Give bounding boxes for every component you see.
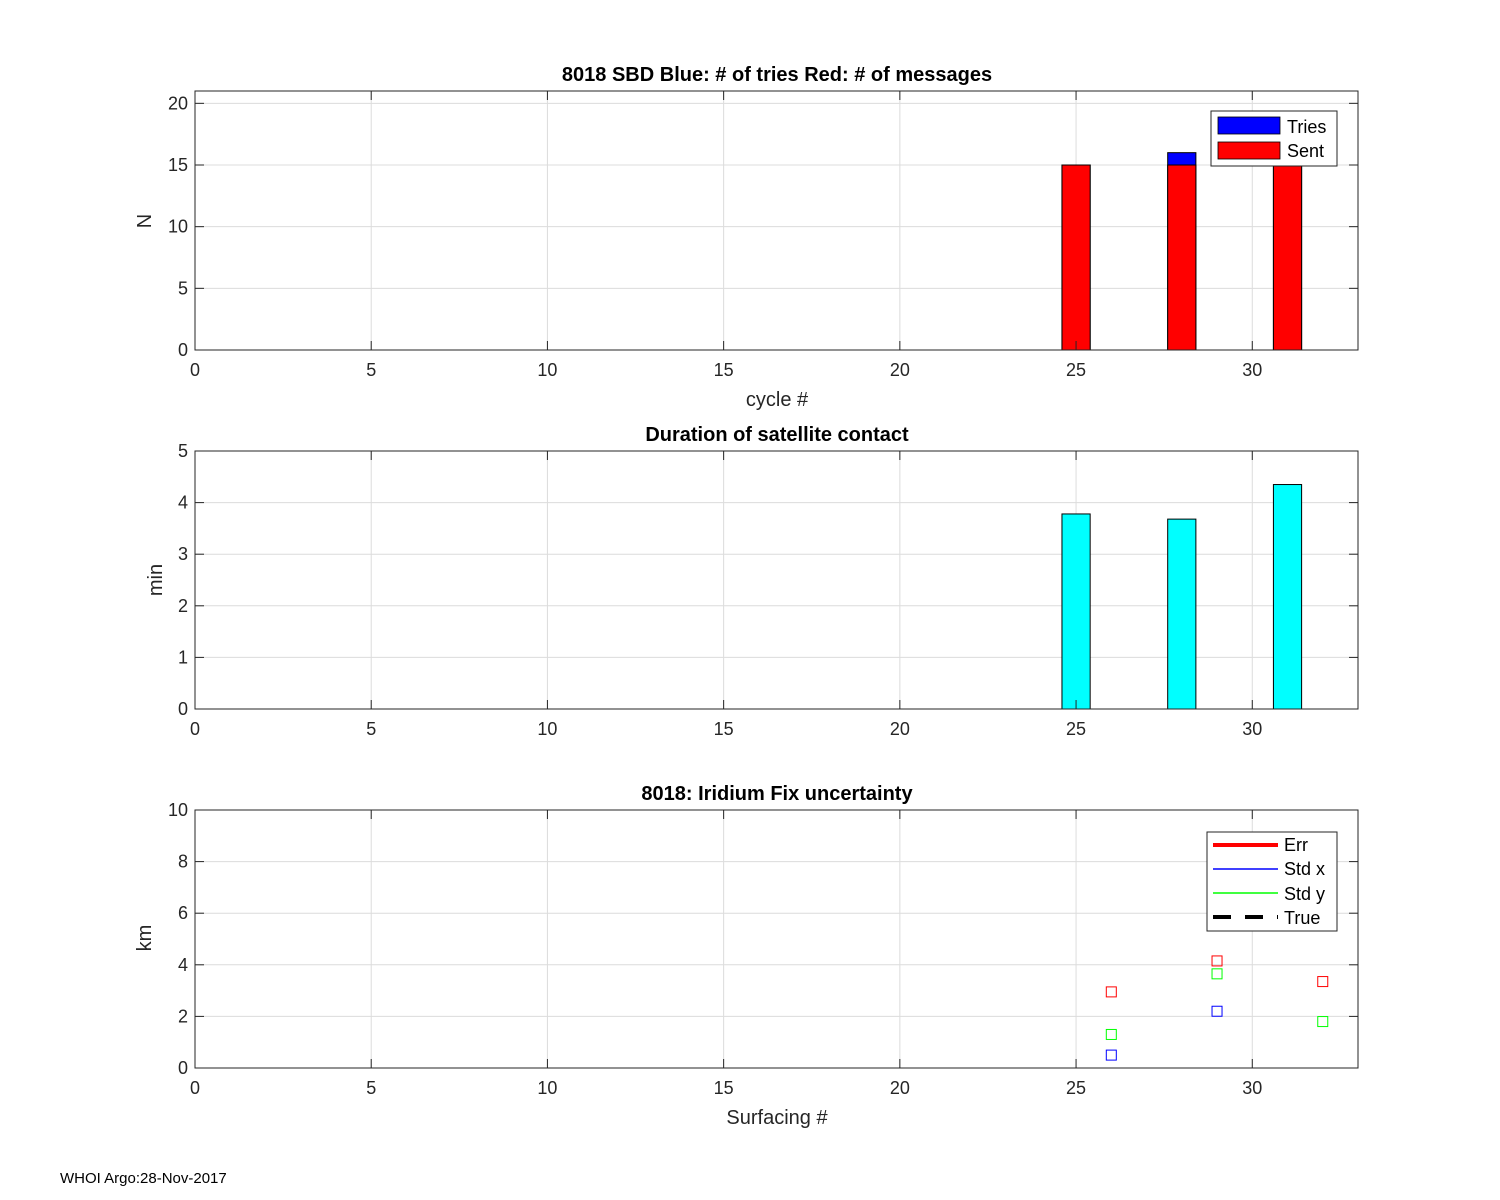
x-tick-label: 5 bbox=[366, 1078, 376, 1098]
point-std-x bbox=[1211, 1005, 1223, 1017]
y-axis-label: km bbox=[134, 925, 156, 952]
bar-sent bbox=[1272, 164, 1303, 351]
legend-label-sent: Sent bbox=[1287, 141, 1324, 161]
plot-area bbox=[194, 809, 1359, 1069]
y-tick-label: 20 bbox=[168, 93, 188, 113]
panel-duration: Duration of satellite contact 0 5 10 15 20 25… bbox=[145, 424, 1359, 739]
x-axis-label: Surfacing # bbox=[726, 1107, 828, 1129]
panel-sbd: 8018 SBD Blue: # of tries Red: # of mess… bbox=[134, 64, 1359, 411]
x-tick-label: 10 bbox=[537, 360, 557, 380]
y-tick-label: 0 bbox=[178, 1058, 188, 1078]
x-tick-label: 15 bbox=[714, 1078, 734, 1098]
x-tick-label: 15 bbox=[714, 360, 734, 380]
y-tick-label: 10 bbox=[168, 217, 188, 237]
point-std-y bbox=[1105, 1028, 1117, 1040]
legend: Tries Sent bbox=[1210, 110, 1338, 167]
x-tick-label: 30 bbox=[1242, 1078, 1262, 1098]
chart-title: 8018 SBD Blue: # of tries Red: # of mess… bbox=[562, 64, 992, 86]
y-tick-label: 8 bbox=[178, 852, 188, 872]
x-axis-label: cycle # bbox=[746, 389, 809, 411]
x-tick-label: 30 bbox=[1242, 719, 1262, 739]
y-tick-label: 15 bbox=[168, 155, 188, 175]
point-err bbox=[1105, 986, 1117, 998]
y-tick-label: 4 bbox=[178, 955, 188, 975]
x-tick-label: 25 bbox=[1066, 360, 1086, 380]
x-tick-label: 10 bbox=[537, 1078, 557, 1098]
point-std-y bbox=[1317, 1016, 1329, 1028]
x-tick-label: 0 bbox=[190, 1078, 200, 1098]
y-tick-label: 2 bbox=[178, 596, 188, 616]
y-tick-label: 5 bbox=[178, 278, 188, 298]
x-tick-label: 30 bbox=[1242, 360, 1262, 380]
bar-duration bbox=[1272, 484, 1303, 710]
y-tick-label: 5 bbox=[178, 441, 188, 461]
chart-title: Duration of satellite contact bbox=[645, 424, 909, 446]
x-tick-label: 5 bbox=[366, 719, 376, 739]
legend-label-std-y: Std y bbox=[1284, 884, 1325, 904]
point-err bbox=[1317, 976, 1329, 988]
x-tick-label: 25 bbox=[1066, 719, 1086, 739]
x-tick-label: 0 bbox=[190, 719, 200, 739]
y-tick-label: 1 bbox=[178, 647, 188, 667]
y-axis-label: min bbox=[145, 564, 167, 596]
bar-sent bbox=[1061, 164, 1091, 351]
y-tick-label: 0 bbox=[178, 340, 188, 360]
y-tick-label: 4 bbox=[178, 493, 188, 513]
y-tick-label: 6 bbox=[178, 903, 188, 923]
legend: Err Std x Std y True bbox=[1206, 831, 1338, 932]
bar-sent bbox=[1167, 164, 1197, 351]
y-tick-label: 2 bbox=[178, 1006, 188, 1026]
panel-iridium: 8018: Iridium Fix uncertainty 0 5 10 15 20 25… bbox=[134, 783, 1359, 1129]
legend-label-err: Err bbox=[1284, 835, 1308, 855]
legend-label-true: True bbox=[1284, 908, 1320, 928]
chart-title: 8018: Iridium Fix uncertainty bbox=[641, 783, 913, 805]
legend-swatch-tries bbox=[1217, 116, 1281, 135]
legend-label-std-x: Std x bbox=[1284, 859, 1325, 879]
y-axis-label: N bbox=[134, 214, 156, 228]
plot-area bbox=[194, 90, 1359, 351]
x-tick-label: 20 bbox=[890, 1078, 910, 1098]
legend-box bbox=[1206, 831, 1338, 932]
bar-duration bbox=[1167, 518, 1197, 710]
point-std-y bbox=[1211, 968, 1223, 980]
y-tick-label: 0 bbox=[178, 699, 188, 719]
bar-duration bbox=[1061, 513, 1091, 710]
x-tick-label: 10 bbox=[537, 719, 557, 739]
plot-area bbox=[194, 450, 1359, 710]
x-tick-label: 20 bbox=[890, 719, 910, 739]
legend-label-tries: Tries bbox=[1287, 117, 1326, 137]
x-tick-label: 5 bbox=[366, 360, 376, 380]
x-tick-label: 20 bbox=[890, 360, 910, 380]
legend-swatch-sent bbox=[1217, 141, 1281, 160]
y-tick-label: 10 bbox=[168, 800, 188, 820]
x-tick-label: 0 bbox=[190, 360, 200, 380]
footer-text: WHOI Argo:28-Nov-2017 bbox=[60, 1170, 227, 1187]
x-tick-label: 15 bbox=[714, 719, 734, 739]
point-std-x bbox=[1105, 1049, 1117, 1061]
x-tick-label: 25 bbox=[1066, 1078, 1086, 1098]
point-err bbox=[1211, 955, 1223, 967]
y-tick-label: 3 bbox=[178, 544, 188, 564]
